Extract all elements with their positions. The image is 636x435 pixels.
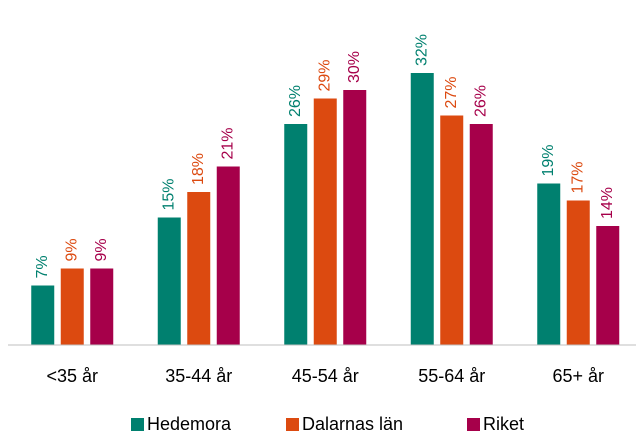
data-label: 14% (599, 187, 616, 219)
data-label: 26% (472, 85, 489, 117)
x-tick-label: <35 år (46, 366, 98, 386)
x-tick-label: 65+ år (552, 366, 604, 386)
legend-label: Hedemora (147, 414, 232, 434)
bar (284, 124, 308, 345)
bar (187, 192, 211, 345)
bar (313, 98, 337, 345)
bar (157, 217, 181, 345)
bar (537, 183, 561, 345)
data-label: 9% (93, 238, 110, 261)
legend-label: Riket (483, 414, 524, 434)
bar (469, 124, 493, 345)
bar (566, 200, 590, 345)
data-label: 7% (34, 255, 51, 278)
legend-swatch (286, 418, 299, 431)
data-label: 29% (316, 59, 333, 91)
legend-label: Dalarnas län (302, 414, 403, 434)
x-tick-label: 45-54 år (292, 366, 359, 386)
bar (410, 73, 434, 345)
bar (596, 226, 620, 345)
bar (90, 268, 114, 345)
bar (31, 285, 55, 345)
bar (60, 268, 84, 345)
bar (216, 166, 240, 345)
data-label: 32% (413, 34, 430, 66)
data-label: 30% (346, 51, 363, 83)
data-label: 27% (443, 76, 460, 108)
data-label: 17% (569, 161, 586, 193)
data-label: 15% (160, 178, 177, 210)
data-label: 19% (540, 144, 557, 176)
x-tick-label: 35-44 år (165, 366, 232, 386)
legend-swatch (131, 418, 144, 431)
bar (440, 115, 464, 345)
x-tick-label: 55-64 år (418, 366, 485, 386)
data-label: 9% (63, 238, 80, 261)
bar (343, 90, 367, 345)
legend-swatch (467, 418, 480, 431)
data-label: 18% (190, 153, 207, 185)
data-label: 26% (287, 85, 304, 117)
data-label: 21% (219, 127, 236, 159)
